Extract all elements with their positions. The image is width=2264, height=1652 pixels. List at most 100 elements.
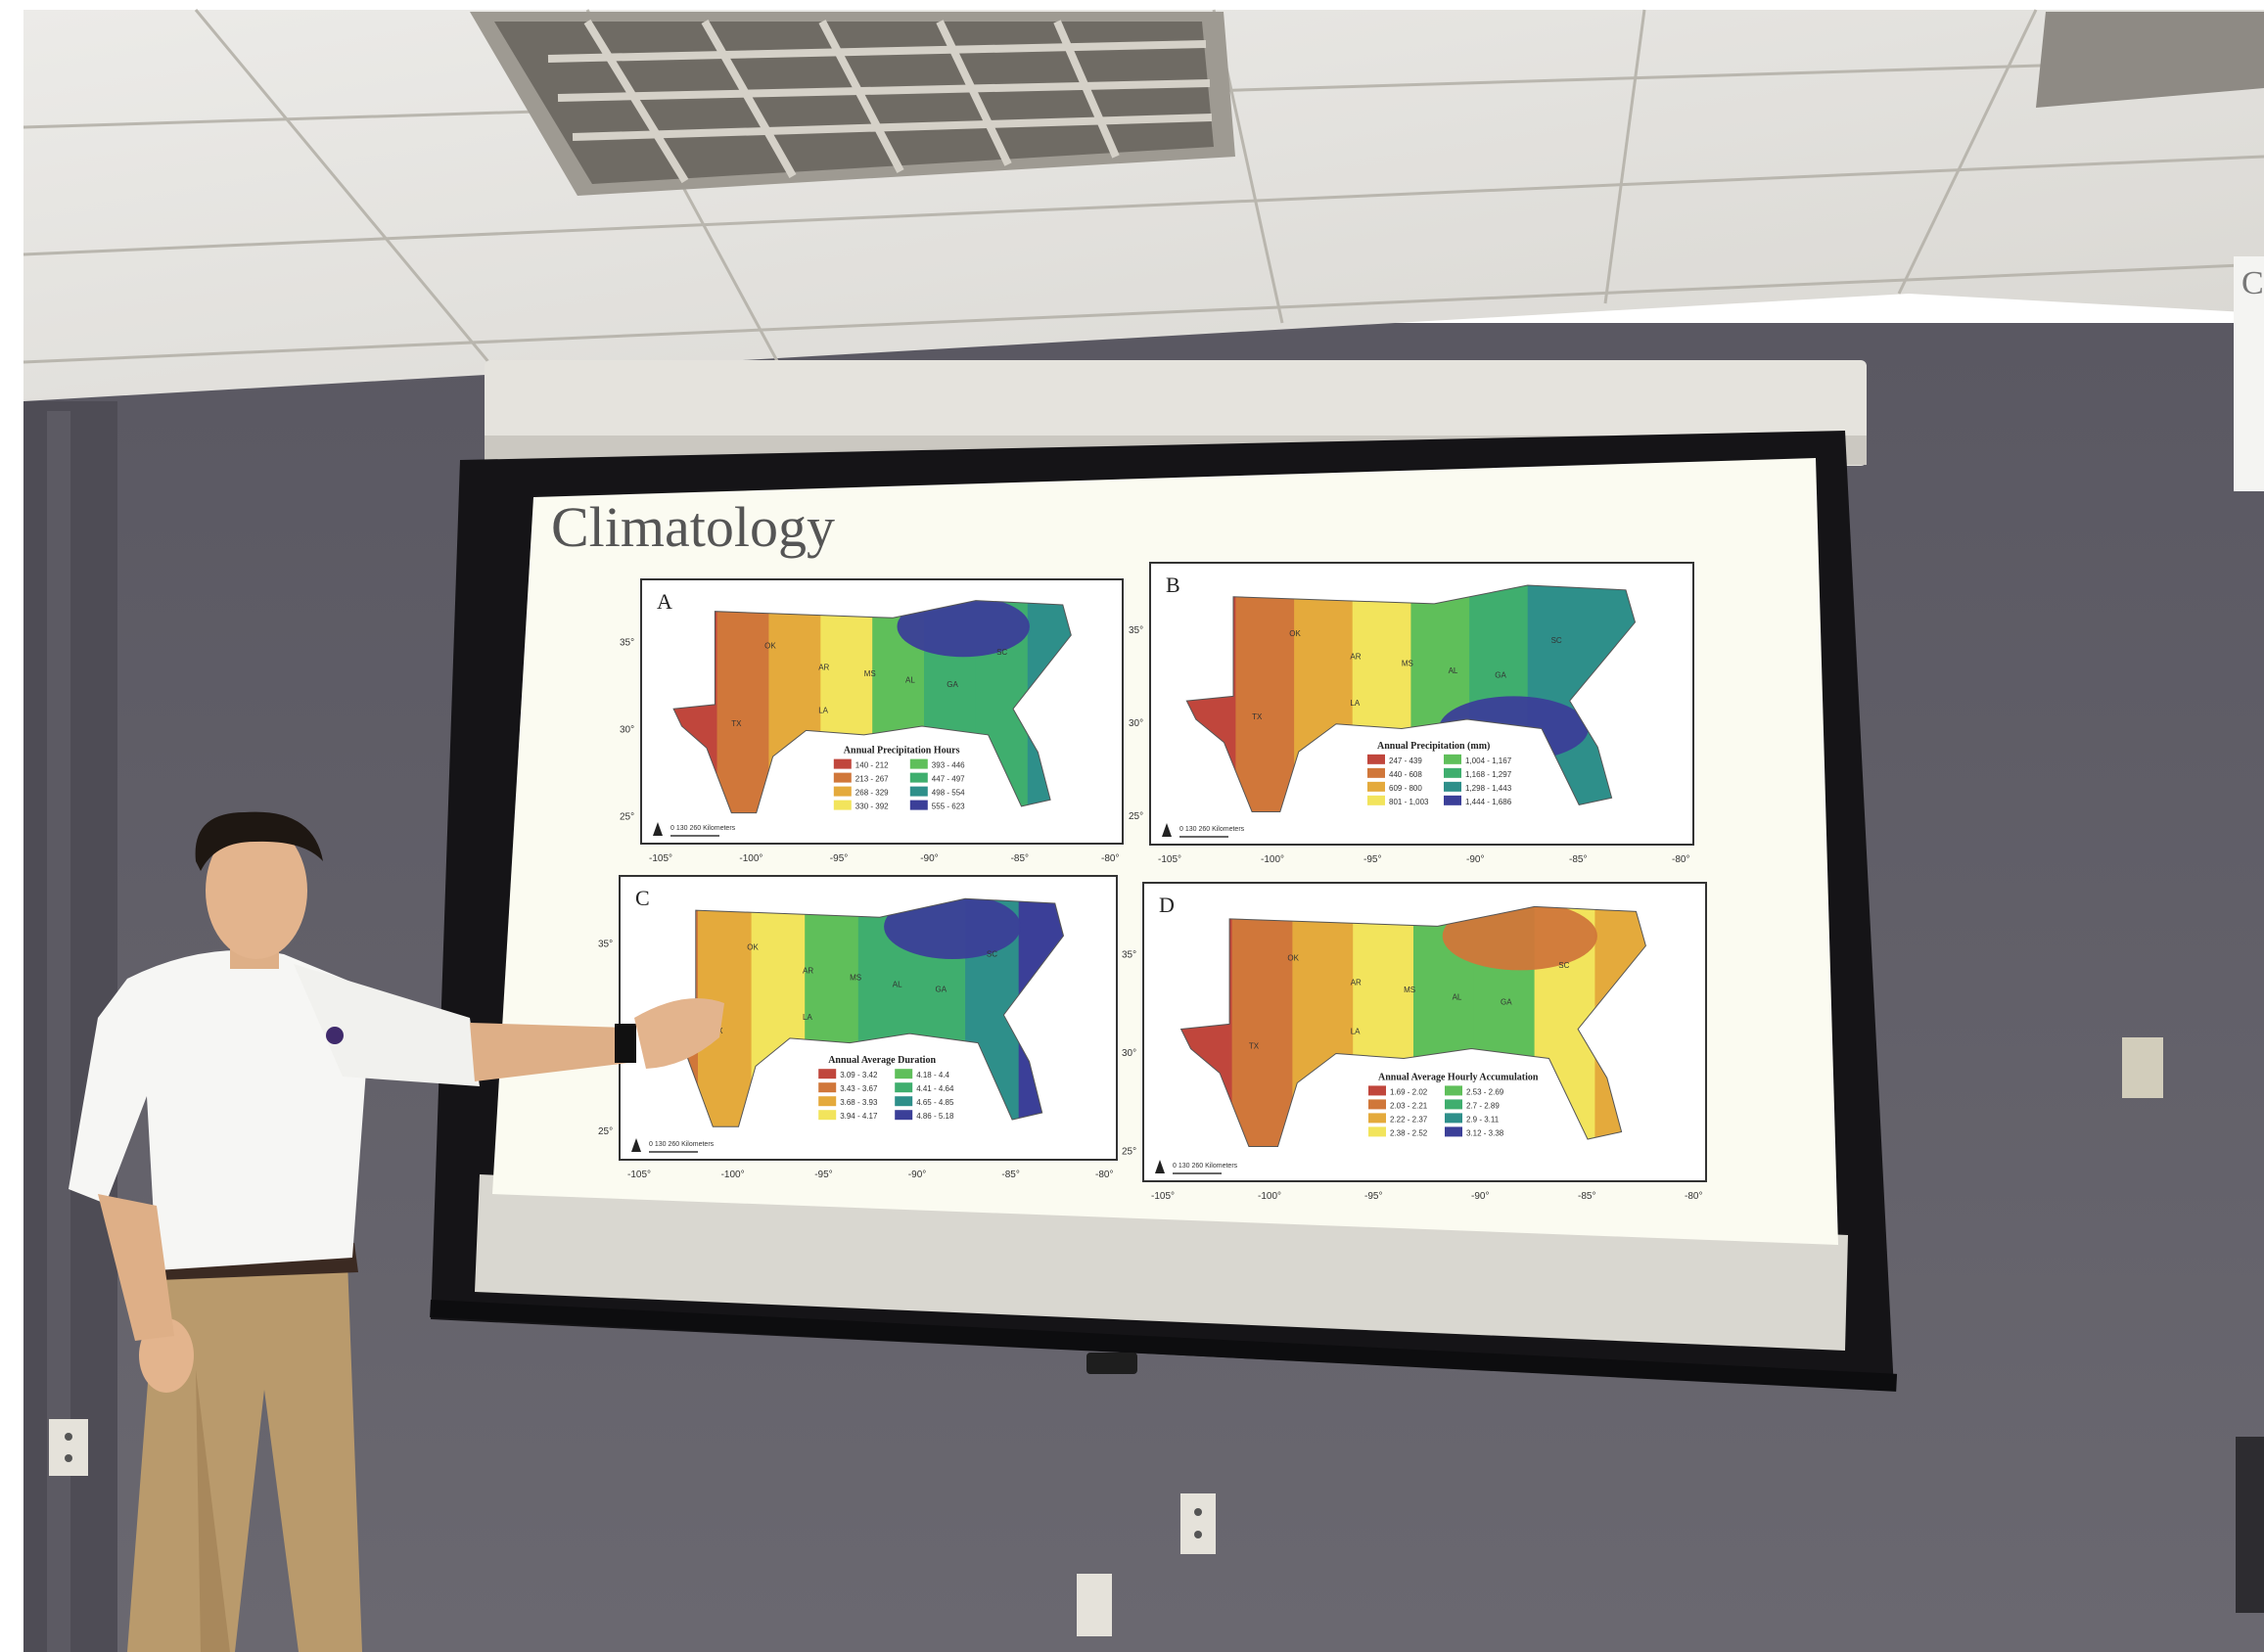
edge-label: C (2241, 265, 2264, 301)
legend-swatch (1367, 781, 1385, 792)
legend-swatch (818, 1110, 837, 1121)
legend-label: 4.18 - 4.4 (916, 1071, 949, 1079)
legend-label: 3.43 - 3.67 (840, 1084, 878, 1093)
legend-swatch (1367, 754, 1385, 764)
legend-title: Annual Precipitation Hours (844, 746, 960, 757)
legend-label: 213 - 267 (855, 775, 889, 784)
screen-pull-handle (1086, 1353, 1137, 1374)
scale-bar-label: 0 130 260 Kilometers (1173, 1163, 1238, 1170)
state-label: MS (850, 973, 861, 982)
state-label: AL (1449, 666, 1458, 675)
legend-swatch (1367, 795, 1385, 805)
lon-label: -80° (1685, 1191, 1702, 1202)
legend-label: 140 - 212 (855, 761, 889, 770)
legend-label: 801 - 1,003 (1389, 798, 1429, 806)
lon-label: -100° (721, 1170, 745, 1180)
legend-swatch (1445, 1126, 1462, 1137)
lon-label: -95° (1363, 854, 1381, 865)
legend-label: 1,444 - 1,686 (1465, 798, 1512, 806)
map-panel-b: B OK TX AR LA MS AL GA SC 35° 30° 25° -105° -100° -95°… (1129, 562, 1694, 865)
outlet-center (1180, 1493, 1216, 1554)
map-panel-d: D OK TX AR LA MS AL GA SC 35° 30° 25° -105° -100° -95°… (1122, 882, 1707, 1202)
legend-label: 2.03 - 2.21 (1390, 1101, 1428, 1110)
outlet-bottom (1077, 1574, 1112, 1636)
lon-label: -105° (1158, 854, 1181, 865)
state-label: LA (1351, 1028, 1361, 1036)
lon-label: -100° (739, 853, 762, 864)
legend-swatch (1445, 1099, 1462, 1110)
lat-label: 30° (620, 725, 634, 736)
lat-label: 25° (620, 812, 634, 823)
state-label: AR (1351, 978, 1362, 987)
state-label: SC (987, 950, 997, 959)
legend-swatch (1368, 1113, 1386, 1124)
panel-letter: A (657, 589, 672, 614)
state-label: AL (893, 981, 902, 989)
legend-swatch (1444, 795, 1461, 805)
panel-letter: B (1166, 573, 1180, 597)
legend-swatch (818, 1096, 837, 1107)
map-panel-c: COKTXARLAMSALGASC35°30°25°-105°-100°-95°… (598, 875, 1118, 1180)
lon-label: -95° (814, 1170, 832, 1180)
lon-label: -85° (1001, 1170, 1019, 1180)
legend-swatch (833, 800, 852, 810)
legend-swatch (895, 1096, 913, 1107)
legend-swatch (1445, 1113, 1462, 1124)
lat-label: 35° (1122, 949, 1136, 960)
legend-swatch (895, 1082, 913, 1093)
lon-label: -80° (1672, 854, 1689, 865)
legend-label: 2.38 - 2.52 (1390, 1128, 1428, 1137)
state-label: GA (1501, 997, 1512, 1006)
lat-label: 25° (1122, 1147, 1136, 1158)
legend-swatch (909, 772, 928, 783)
lon-label: -100° (1261, 854, 1284, 865)
legend-swatch (1445, 1085, 1462, 1096)
map-blob (897, 600, 1030, 658)
lon-label: -95° (830, 853, 848, 864)
lat-label: 35° (1129, 625, 1143, 636)
lat-label: 35° (598, 940, 613, 950)
map-band (1235, 585, 1297, 812)
lon-label: -100° (1258, 1191, 1281, 1202)
slide-title: Climatology (551, 495, 835, 559)
legend-label: 498 - 554 (932, 789, 965, 798)
legend-swatch (909, 758, 928, 769)
state-label: LA (1350, 699, 1360, 708)
panel-letter: D (1159, 893, 1175, 917)
state-label: TX (1252, 712, 1263, 721)
legend-swatch (833, 772, 852, 783)
lat-label: 25° (1129, 811, 1143, 822)
legend-label: 555 - 623 (932, 803, 965, 811)
map-panel-a: A OK TX AR LA MS AL GA SC 35° 30° 25° -105° -100° -95°… (620, 578, 1124, 864)
map-blob (1442, 906, 1597, 971)
map-band (716, 600, 771, 813)
lon-label: -90° (1466, 854, 1484, 865)
lon-label: -85° (1569, 854, 1587, 865)
legend-label: 2.9 - 3.11 (1466, 1115, 1500, 1124)
lat-label: 30° (1122, 1048, 1136, 1059)
legend-swatch (909, 786, 928, 797)
lon-label: -80° (1095, 1170, 1113, 1180)
lon-label: -90° (1471, 1191, 1489, 1202)
legend-label: 3.12 - 3.38 (1466, 1128, 1504, 1137)
legend-swatch (909, 800, 928, 810)
legend-label: 1,168 - 1,297 (1465, 770, 1512, 779)
state-label: SC (1551, 636, 1562, 645)
panel-letter: C (635, 886, 650, 910)
lat-label: 30° (1129, 718, 1143, 729)
legend-swatch (1368, 1085, 1386, 1096)
legend-title: Annual Average Duration (828, 1055, 936, 1066)
legend-label: 4.65 - 4.85 (916, 1098, 954, 1107)
state-label: GA (947, 680, 958, 689)
lat-label: 25° (598, 1126, 613, 1137)
legend-label: 3.68 - 3.93 (840, 1098, 878, 1107)
legend-label: 2.53 - 2.69 (1466, 1087, 1504, 1096)
legend-label: 247 - 439 (1389, 757, 1422, 765)
state-label: TX (731, 719, 742, 728)
state-label: MS (1402, 660, 1413, 668)
north-arrow-icon (631, 1138, 641, 1152)
scale-bar-label: 0 130 260 Kilometers (649, 1141, 715, 1148)
state-label: OK (764, 641, 776, 650)
legend-label: 2.7 - 2.89 (1466, 1101, 1500, 1110)
